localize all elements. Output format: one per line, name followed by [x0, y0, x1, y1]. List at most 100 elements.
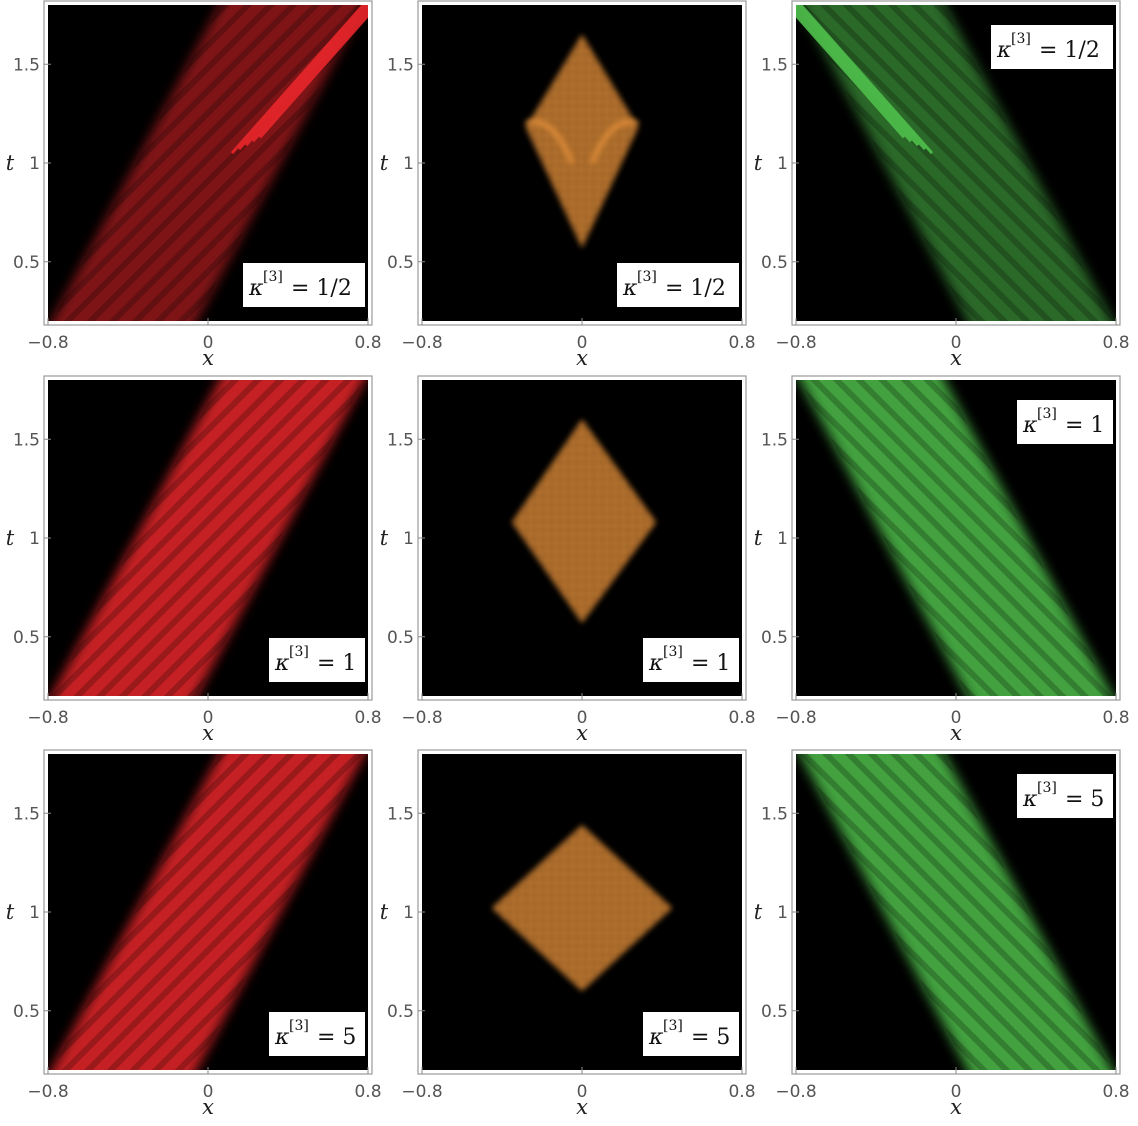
y-axis-label: t: [6, 900, 15, 924]
x-tick-label: 0: [951, 333, 962, 353]
kappa-value: = 5: [1065, 787, 1104, 812]
y-tick-label: 1.5: [761, 55, 788, 75]
panel-2: −0.8 0 0.8 0.5 1 1.5 x t κ [3] = 1/2: [380, 0, 756, 370]
interference-pattern: [512, 419, 656, 623]
kappa-label-box: [269, 638, 365, 682]
kappa-superscript: [3]: [1037, 406, 1057, 422]
y-axis-label: t: [754, 151, 763, 175]
y-tick-label: 1: [403, 154, 414, 174]
x-tick-label: −0.8: [401, 333, 442, 353]
streak-line: [796, 9, 913, 143]
x-tick-label: 0.8: [354, 1082, 381, 1102]
streak-line: [237, 5, 368, 151]
x-tick-label: 0.8: [728, 1082, 755, 1102]
x-tick-label: 0.8: [1102, 333, 1129, 353]
y-tick-label: 0.5: [13, 1002, 40, 1022]
x-tick-label: 0.8: [354, 333, 381, 353]
x-tick-label: 0: [577, 333, 588, 353]
kappa-superscript: [3]: [663, 1018, 683, 1034]
x-axis-label: x: [202, 1095, 214, 1119]
y-tick-label: 1: [29, 529, 40, 549]
x-axis-label: x: [202, 346, 214, 370]
kappa-superscript: [3]: [289, 1018, 309, 1034]
kappa-label: κ [3] = 1/2: [243, 263, 365, 307]
kappa-label-box: [643, 1012, 739, 1056]
x-axis-label: x: [950, 1095, 962, 1119]
y-tick-label: 1: [403, 903, 414, 923]
x-tick-label: 0: [577, 708, 588, 728]
kappa-symbol: κ: [648, 651, 664, 676]
y-tick-label: 1.5: [761, 430, 788, 450]
x-axis-label: x: [950, 721, 962, 745]
kappa-label: κ [3] = 5: [1017, 774, 1113, 818]
kappa-value: = 1/2: [291, 276, 352, 301]
interference-pattern: [526, 34, 638, 248]
x-tick-label: −0.8: [775, 333, 816, 353]
panel-9: −0.8 0 0.8 0.5 1 1.5 x t κ [3] = 5: [754, 749, 1130, 1119]
y-tick-label: 1.5: [13, 55, 40, 75]
kappa-symbol: κ: [274, 1025, 290, 1050]
kappa-symbol: κ: [1022, 413, 1038, 438]
y-tick-label: 1: [29, 154, 40, 174]
x-tick-label: −0.8: [401, 1082, 442, 1102]
kappa-symbol: κ: [648, 1025, 664, 1050]
y-tick-label: 1: [403, 529, 414, 549]
y-axis-label: t: [6, 151, 15, 175]
kappa-label-box: [643, 638, 739, 682]
kappa-symbol: κ: [622, 276, 638, 301]
streak-line: [796, 13, 906, 139]
kappa-label-box: [1017, 400, 1113, 444]
y-tick-label: 0.5: [13, 628, 40, 648]
y-tick-label: 1: [777, 903, 788, 923]
panel-3: −0.8 0 0.8 0.5 1 1.5 x t κ [3] = 1/2: [754, 0, 1130, 370]
beam-fringes: [800, 380, 1112, 696]
streak-line: [796, 5, 920, 147]
kappa-label-box: [1017, 774, 1113, 818]
panel-1: −0.8 0 0.8 0.5 1 1.5 x t κ [3] = 1/2: [6, 0, 382, 370]
panel-6: −0.8 0 0.8 0.5 1 1.5 x t κ [3] = 1: [754, 375, 1130, 745]
kappa-superscript: [3]: [289, 644, 309, 660]
y-tick-label: 0.5: [761, 628, 788, 648]
y-axis-label: t: [380, 526, 389, 550]
x-tick-label: 0: [203, 1082, 214, 1102]
y-tick-label: 0.5: [13, 253, 40, 273]
x-tick-label: 0.8: [728, 333, 755, 353]
y-tick-label: 1: [777, 529, 788, 549]
x-tick-label: 0.8: [1102, 1082, 1129, 1102]
panel-8: −0.8 0 0.8 0.5 1 1.5 x t κ [3] = 5: [380, 749, 756, 1119]
x-axis-label: x: [950, 346, 962, 370]
x-tick-label: −0.8: [775, 708, 816, 728]
kappa-value: = 1/2: [665, 276, 726, 301]
kappa-label: κ [3] = 1: [1017, 400, 1113, 444]
kappa-label-box: [991, 25, 1113, 69]
y-tick-label: 0.5: [387, 1002, 414, 1022]
beam-fringes: [52, 754, 364, 1070]
y-tick-label: 1: [777, 154, 788, 174]
y-tick-label: 0.5: [761, 253, 788, 273]
kappa-label: κ [3] = 1: [269, 638, 365, 682]
kappa-superscript: [3]: [637, 269, 657, 285]
kappa-value: = 1: [317, 651, 356, 676]
x-axis-label: x: [576, 721, 588, 745]
y-tick-label: 1.5: [761, 804, 788, 824]
kappa-symbol: κ: [996, 38, 1012, 63]
x-tick-label: 0: [203, 333, 214, 353]
x-tick-label: −0.8: [27, 1082, 68, 1102]
x-tick-label: 0: [951, 708, 962, 728]
kappa-label: κ [3] = 5: [643, 1012, 739, 1056]
x-axis-label: x: [576, 1095, 588, 1119]
beam-fringes: [800, 5, 1112, 321]
x-axis-label: x: [202, 721, 214, 745]
kappa-symbol: κ: [1022, 787, 1038, 812]
x-tick-label: −0.8: [27, 708, 68, 728]
y-tick-label: 1.5: [387, 55, 414, 75]
kappa-label-box: [617, 263, 739, 307]
y-tick-label: 1: [29, 903, 40, 923]
kappa-label-box: [243, 263, 365, 307]
streak-line: [230, 5, 366, 155]
bright-arm-left: [525, 120, 574, 164]
beam-fringes: [800, 754, 1112, 1070]
panel-5: −0.8 0 0.8 0.5 1 1.5 x t κ [3] = 1: [380, 375, 756, 745]
y-tick-label: 1.5: [387, 430, 414, 450]
